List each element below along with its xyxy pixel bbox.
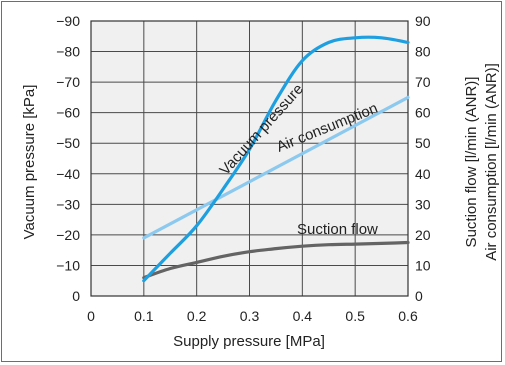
y-left-tick-label: −20 xyxy=(56,227,80,243)
x-tick-label: 0 xyxy=(87,308,95,324)
y-left-tick-label: −50 xyxy=(56,135,80,151)
y-left-tick-label: −90 xyxy=(56,13,80,29)
x-axis-title: Supply pressure [MPa] xyxy=(173,333,325,350)
y-left-tick-label: −60 xyxy=(56,105,80,121)
series-lines xyxy=(142,35,410,283)
plot-border xyxy=(90,20,409,297)
y-right-tick-label: 90 xyxy=(415,13,431,29)
series-line-suction-flow xyxy=(142,240,410,280)
x-tick-label: 0.5 xyxy=(345,308,365,324)
tick-labels: 0 0.1 0.2 0.3 0.4 0.5 0.6 0 −10 −20 −30 −40 −50 −60 −7… xyxy=(56,13,431,324)
y-right-tick-label: 20 xyxy=(415,227,431,243)
y-axis-right-title-line-2: Suction flow [l/min (ANR)] xyxy=(463,77,480,248)
x-tick-label: 0.2 xyxy=(187,308,207,324)
series-line-vacuum-pressure xyxy=(142,35,410,283)
x-tick-label: 0.1 xyxy=(134,308,154,324)
y-left-tick-label: 0 xyxy=(72,288,80,304)
y-right-tick-label: 60 xyxy=(415,105,431,121)
y-left-tick-label: −30 xyxy=(56,196,80,212)
x-tick-label: 0.4 xyxy=(293,308,313,324)
y-axis-right-title-line-1: Air consumption [l/min (ANR)] xyxy=(483,63,500,261)
y-left-tick-label: −40 xyxy=(56,166,80,182)
x-tick-label: 0.6 xyxy=(398,308,418,324)
x-tick-label: 0.3 xyxy=(240,308,260,324)
y-right-tick-label: 30 xyxy=(415,196,431,212)
y-right-tick-label: 40 xyxy=(415,166,431,182)
y-left-tick-label: −70 xyxy=(56,74,80,90)
series-line-air-consumption xyxy=(142,95,410,240)
y-right-tick-label: 10 xyxy=(415,257,431,273)
y-right-tick-label: 50 xyxy=(415,135,431,151)
grid xyxy=(90,20,409,297)
y-right-tick-label: 0 xyxy=(415,288,423,304)
y-right-tick-label: 70 xyxy=(415,74,431,90)
series-label-suction-flow: Suction flow xyxy=(297,221,378,238)
y-left-tick-label: −80 xyxy=(56,44,80,60)
y-right-tick-label: 80 xyxy=(415,44,431,60)
y-left-tick-label: −10 xyxy=(56,257,80,273)
y-axis-left-title: Vacuum pressure [kPa] xyxy=(21,85,38,240)
